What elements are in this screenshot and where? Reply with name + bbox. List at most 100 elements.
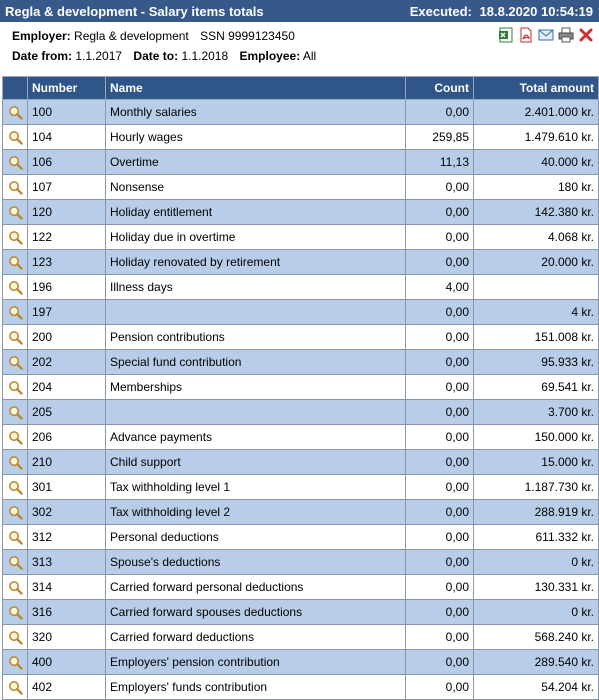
table-row[interactable]: 120 Holiday entitlement 0,00 142.380 kr. [2,199,599,225]
employer-label: Employer: [12,29,71,43]
date-from-value: 1.1.2017 [75,49,123,63]
magnifier-icon[interactable] [8,654,23,670]
magnifier-icon[interactable] [8,304,23,320]
cell-count: 0,00 [405,599,474,625]
cell-number: 400 [27,649,106,675]
magnifier-icon[interactable] [8,529,23,545]
row-icon-cell [2,99,28,125]
column-header-number[interactable]: Number [27,76,106,100]
column-header-count[interactable]: Count [405,76,474,100]
cell-total-amount [473,274,599,300]
table-row[interactable]: 107 Nonsense 0,00 180 kr. [2,174,599,200]
table-row[interactable]: 196 Illness days 4,00 [2,274,599,300]
table-row[interactable]: 402 Employers' funds contribution 0,00 54.2… [2,674,599,700]
cell-count: 0,00 [405,224,474,250]
magnifier-icon[interactable] [8,204,23,220]
magnifier-icon[interactable] [8,329,23,345]
cell-name: Pension contributions [105,324,406,350]
magnifier-icon[interactable] [8,129,23,145]
cell-count: 0,00 [405,549,474,575]
table-row[interactable]: 200 Pension contributions 0,00 151.008 kr. [2,324,599,350]
excel-icon[interactable] [498,27,514,43]
row-icon-cell [2,174,28,200]
table-row[interactable]: 302 Tax withholding level 2 0,00 288.919 kr… [2,499,599,525]
magnifier-icon[interactable] [8,429,23,445]
cell-count: 0,00 [405,174,474,200]
table-row[interactable]: 210 Child support 0,00 15.000 kr. [2,449,599,475]
cell-total-amount: 4 kr. [473,299,599,325]
print-icon[interactable] [558,27,574,43]
cell-number: 197 [27,299,106,325]
magnifier-icon[interactable] [8,179,23,195]
table-row[interactable]: 106 Overtime 11,13 40.000 kr. [2,149,599,175]
table-row[interactable]: 301 Tax withholding level 1 0,00 1.187.730 … [2,474,599,500]
cell-total-amount: 289.540 kr. [473,649,599,675]
magnifier-icon[interactable] [8,104,23,120]
cell-count: 0,00 [405,249,474,275]
table-row[interactable]: 197 0,00 4 kr. [2,299,599,325]
table-row[interactable]: 206 Advance payments 0,00 150.000 kr. [2,424,599,450]
magnifier-icon[interactable] [8,454,23,470]
row-icon-cell [2,674,28,700]
magnifier-icon[interactable] [8,254,23,270]
employer-info: Employer: Regla & development SSN 999912… [12,29,295,43]
magnifier-icon[interactable] [8,629,23,645]
employee-label: Employee: [239,49,301,63]
cell-count: 0,00 [405,299,474,325]
cell-name [105,299,406,325]
row-icon-cell [2,624,28,650]
table-row[interactable]: 320 Carried forward deductions 0,00 568.240… [2,624,599,650]
email-icon[interactable] [538,27,554,43]
magnifier-icon[interactable] [8,679,23,695]
magnifier-icon[interactable] [8,379,23,395]
close-icon[interactable] [578,27,594,43]
magnifier-icon[interactable] [8,354,23,370]
table-row[interactable]: 104 Hourly wages 259,85 1.479.610 kr. [2,124,599,150]
magnifier-icon[interactable] [8,479,23,495]
row-icon-cell [2,149,28,175]
column-header-total-amount[interactable]: Total amount [473,76,599,100]
table-row[interactable]: 314 Carried forward personal deductions 0,… [2,574,599,600]
cell-name: Illness days [105,274,406,300]
magnifier-icon[interactable] [8,154,23,170]
magnifier-icon[interactable] [8,229,23,245]
row-icon-cell [2,274,28,300]
cell-name: Advance payments [105,424,406,450]
cell-name: Holiday entitlement [105,199,406,225]
cell-number: 313 [27,549,106,575]
employee-value: All [302,49,317,63]
cell-number: 210 [27,449,106,475]
column-header-name[interactable]: Name [105,76,406,100]
table-row[interactable]: 204 Memberships 0,00 69.541 kr. [2,374,599,400]
table-row[interactable]: 122 Holiday due in overtime 0,00 4.068 kr. [2,224,599,250]
table-row[interactable]: 313 Spouse's deductions 0,00 0 kr. [2,549,599,575]
magnifier-icon[interactable] [8,504,23,520]
row-icon-cell [2,374,28,400]
table-row[interactable]: 312 Personal deductions 0,00 611.332 kr. [2,524,599,550]
cell-number: 402 [27,674,106,700]
magnifier-icon[interactable] [8,604,23,620]
magnifier-icon[interactable] [8,554,23,570]
table-header-row: Number Name Count Total amount [2,76,599,100]
row-icon-cell [2,574,28,600]
magnifier-icon[interactable] [8,404,23,420]
table-row[interactable]: 202 Special fund contribution 0,00 95.933 k… [2,349,599,375]
table-row[interactable]: 100 Monthly salaries 0,00 2.401.000 kr. [2,99,599,125]
cell-name: Employers' pension contribution [105,649,406,675]
cell-name: Spouse's deductions [105,549,406,575]
table-row[interactable]: 205 0,00 3.700 kr. [2,399,599,425]
cell-count: 0,00 [405,674,474,700]
cell-total-amount: 20.000 kr. [473,249,599,275]
cell-total-amount: 150.000 kr. [473,424,599,450]
cell-number: 120 [27,199,106,225]
cell-total-amount: 611.332 kr. [473,524,599,550]
table-row[interactable]: 123 Holiday renovated by retirement 0,00 20… [2,249,599,275]
table-row[interactable]: 316 Carried forward spouses deductions 0,0… [2,599,599,625]
cell-total-amount: 40.000 kr. [473,149,599,175]
pdf-icon[interactable] [518,27,534,43]
date-filter-info: Date from: 1.1.2017 Date to: 1.1.2018 Em… [12,49,316,63]
table-row[interactable]: 400 Employers' pension contribution 0,00 28… [2,649,599,675]
magnifier-icon[interactable] [8,579,23,595]
magnifier-icon[interactable] [8,279,23,295]
cell-name: Monthly salaries [105,99,406,125]
